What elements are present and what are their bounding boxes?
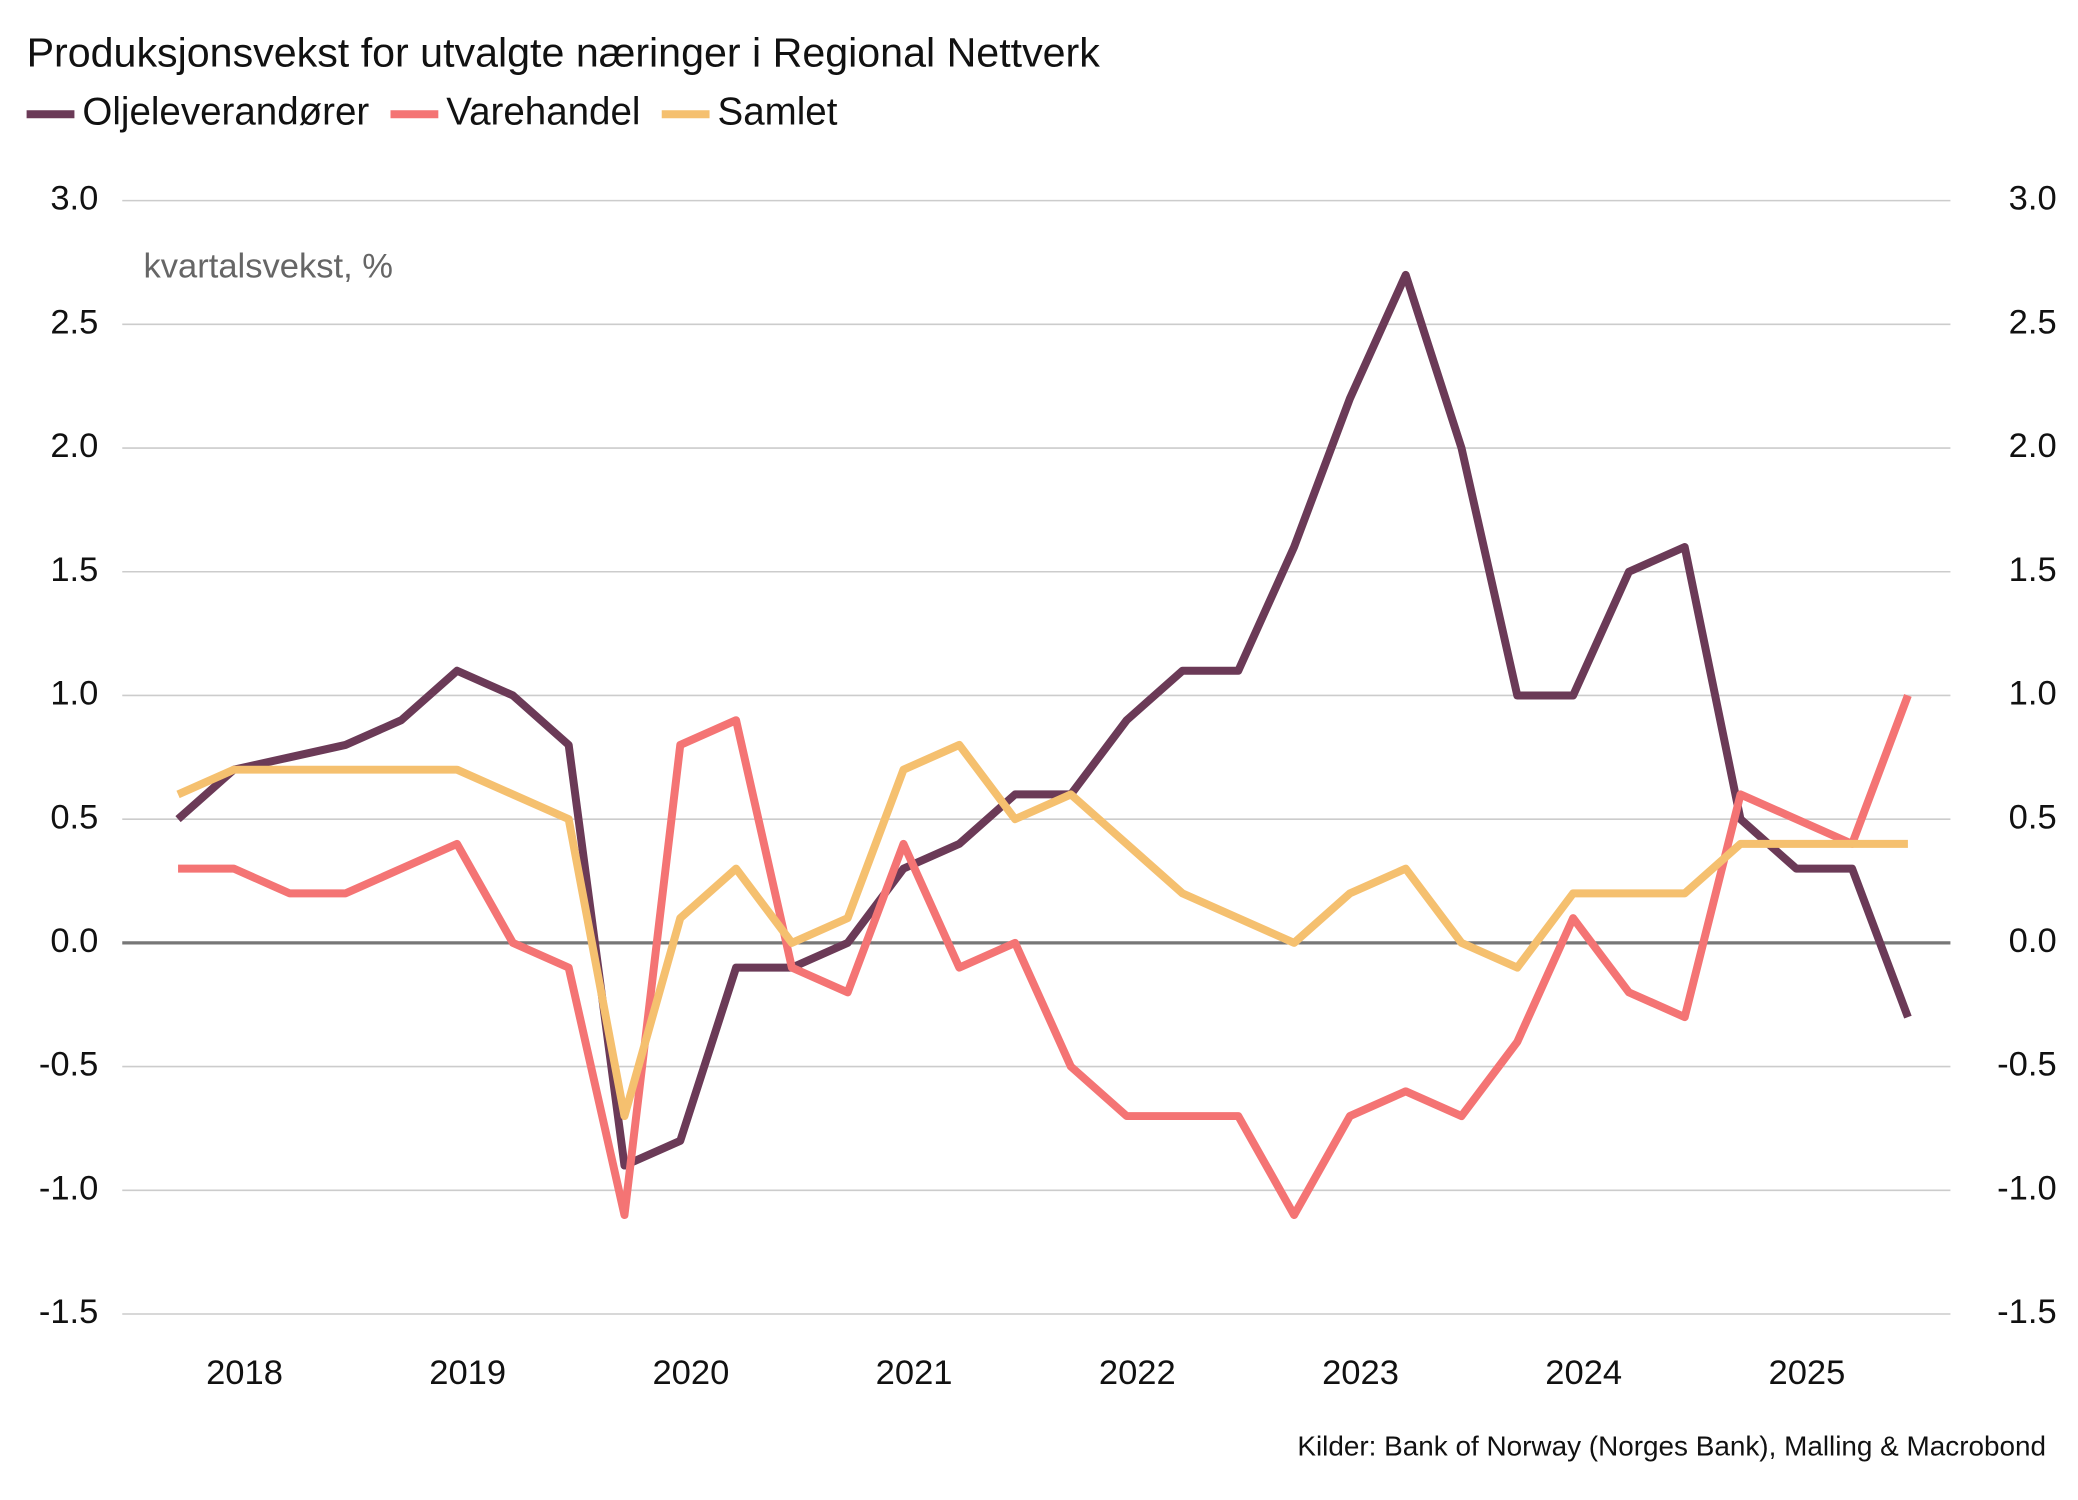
y2-tick-label: 0.0: [2009, 922, 2057, 960]
y2-tick-label: 1.5: [2009, 551, 2057, 589]
y2-tick-label: -1.0: [1997, 1169, 2057, 1207]
y-tick-label: 1.5: [50, 551, 98, 589]
legend-label: Oljeleverandører: [82, 90, 369, 133]
y-tick-label: -1.5: [39, 1293, 99, 1331]
y2-tick-label: 3.0: [2009, 180, 2057, 218]
x-tick-label: 2018: [206, 1354, 283, 1392]
series-line: [176, 740, 1908, 1121]
y2-tick-label: 1.0: [2009, 675, 2057, 713]
y-tick-label: -0.5: [39, 1046, 99, 1084]
y-tick-label: 2.5: [50, 303, 98, 341]
x-tick-label: 2024: [1545, 1354, 1622, 1392]
y-tick-label: 1.0: [50, 675, 98, 713]
x-tick-label: 2025: [1769, 1354, 1846, 1392]
x-tick-label: 2023: [1322, 1354, 1399, 1392]
y-tick-label: -1.0: [39, 1169, 99, 1207]
y-tick-label: 0.5: [50, 798, 98, 836]
source: Kilder: Bank of Norway (Norges Bank), Ma…: [1297, 1431, 2046, 1462]
y-tick-label: 2.0: [50, 427, 98, 465]
x-tick-label: 2021: [876, 1354, 953, 1392]
y-tick-label: 0.0: [50, 922, 98, 960]
y2-tick-label: -1.5: [1997, 1293, 2057, 1331]
y2-tick-label: 2.5: [2009, 303, 2057, 341]
chart-title: Produksjonsvekst for utvalgte næringer i…: [27, 30, 1101, 76]
y2-tick-label: 2.0: [2009, 427, 2057, 465]
annotation: kvartalsvekst, %: [144, 248, 393, 286]
legend-label: Samlet: [718, 90, 838, 133]
series-line: [175, 270, 1912, 1170]
y2-tick-label: -0.5: [1997, 1046, 2057, 1084]
x-tick-label: 2022: [1099, 1354, 1176, 1392]
x-tick-label: 2019: [429, 1354, 506, 1392]
x-tick-label: 2020: [652, 1354, 729, 1392]
series-line: [178, 694, 1912, 1220]
legend-label: Varehandel: [446, 90, 640, 133]
y2-tick-label: 0.5: [2009, 798, 2057, 836]
y-tick-label: 3.0: [50, 180, 98, 218]
